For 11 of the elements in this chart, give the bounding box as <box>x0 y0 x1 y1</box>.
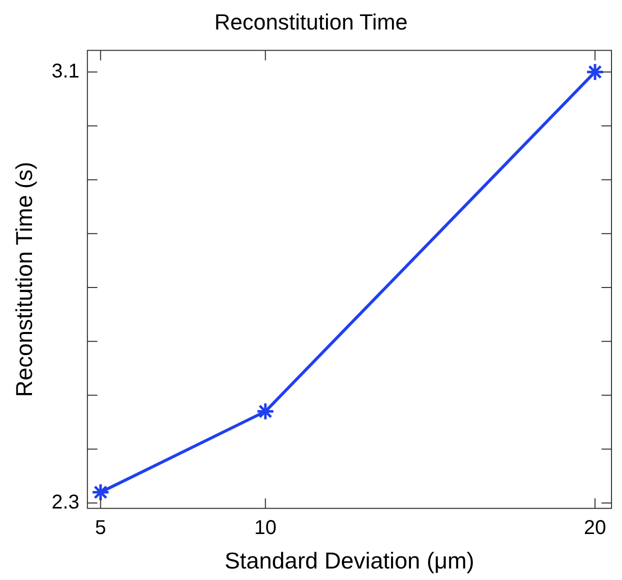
point <box>256 402 275 421</box>
y-axis-title: Reconstitution Time (s) <box>11 162 38 397</box>
y-tick-label: 3.1 <box>52 60 80 82</box>
x-tick-label: 5 <box>95 516 106 539</box>
x-tick-label: 20 <box>584 516 606 539</box>
y-tick-label: 2.3 <box>52 492 80 514</box>
point <box>586 62 604 82</box>
x-axis-title: Standard Deviation (μm) <box>224 548 474 574</box>
chart-title: Reconstitution Time <box>214 9 408 34</box>
x-tick-label: 10 <box>254 516 277 539</box>
point <box>91 482 110 502</box>
